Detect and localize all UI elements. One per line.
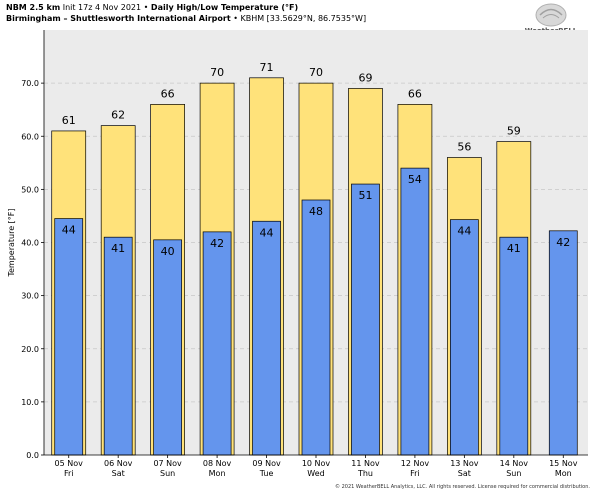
x-tick-date: 15 Nov (549, 459, 578, 468)
low-temp-bar (351, 183, 380, 456)
x-tick-day: Sat (458, 469, 471, 478)
low-temp-label: 44 (62, 224, 76, 237)
x-tick-date: 13 Nov (450, 459, 479, 468)
high-temp-label: 66 (408, 87, 422, 100)
high-temp-label: 62 (111, 109, 125, 122)
x-tick-day: Wed (307, 469, 324, 478)
y-tick-label: 60.0 (21, 132, 39, 141)
x-tick-day: Thu (357, 469, 373, 478)
x-tick-day: Fri (410, 469, 420, 478)
x-tick-date: 14 Nov (500, 459, 529, 468)
y-tick-label: 30.0 (21, 292, 39, 301)
low-temp-bar (499, 236, 529, 456)
y-tick-label: 70.0 (21, 79, 39, 88)
low-temp-bar (103, 236, 133, 456)
x-tick-date: 09 Nov (252, 459, 281, 468)
low-temp-bar (153, 239, 182, 456)
axes: 0.010.020.030.040.050.060.070.005 NovFri… (21, 30, 588, 478)
x-tick-date: 08 Nov (203, 459, 232, 468)
product-title: Daily High/Low Temperature (°F) (150, 3, 299, 12)
high-temp-label: 56 (457, 141, 471, 154)
init-time: Init 17z 4 Nov 2021 (62, 3, 142, 12)
low-temp-label: 40 (161, 245, 175, 258)
y-tick-label: 10.0 (21, 398, 39, 407)
low-temp-label: 54 (408, 173, 422, 186)
high-temp-label: 69 (358, 71, 372, 84)
chart-header-line2: Birmingham – Shuttlesworth International… (6, 14, 366, 23)
x-tick-date: 11 Nov (351, 459, 380, 468)
chart-header-line1: NBM 2.5 km Init 17z 4 Nov 2021 • Daily H… (6, 3, 298, 12)
low-temp-label: 41 (507, 242, 521, 255)
high-temp-label: 71 (260, 61, 274, 74)
x-tick-day: Fri (64, 469, 74, 478)
high-temp-label: 61 (62, 114, 76, 127)
low-temp-label: 51 (358, 189, 372, 202)
model-name: NBM 2.5 km (6, 3, 61, 12)
low-temp-label: 42 (556, 236, 570, 249)
y-tick-label: 50.0 (21, 185, 39, 194)
bars (51, 77, 578, 456)
low-temp-label: 44 (457, 225, 471, 238)
low-temp-bar (548, 230, 578, 456)
x-tick-date: 07 Nov (153, 459, 182, 468)
copyright-notice: © 2021 WeatherBELL Analytics, LLC. All r… (335, 484, 590, 490)
x-tick-date: 06 Nov (104, 459, 133, 468)
low-temp-bar (252, 220, 281, 456)
low-temp-label: 48 (309, 205, 323, 218)
low-temp-label: 41 (111, 242, 125, 255)
high-temp-label: 70 (309, 66, 323, 79)
high-temp-label: 70 (210, 66, 224, 79)
y-tick-label: 40.0 (21, 239, 39, 248)
x-tick-day: Sat (112, 469, 125, 478)
x-tick-day: Mon (555, 469, 572, 478)
low-temp-bar (450, 219, 479, 456)
x-tick-date: 12 Nov (401, 459, 430, 468)
station-separator: • (233, 14, 238, 23)
bar-labels: 61 44 62 41 66 40 70 42 71 44 70 48 69 51 66 54 56 44 59 41… (62, 61, 571, 258)
x-tick-date: 10 Nov (302, 459, 331, 468)
header-separator: • (143, 3, 149, 12)
x-tick-day: Sun (160, 469, 175, 478)
station-code: KBHM [33.5629°N, 86.7535°W] (240, 14, 367, 23)
high-temp-label: 66 (161, 87, 175, 100)
x-tick-day: Mon (209, 469, 226, 478)
low-temp-bar (400, 167, 430, 456)
low-temp-bar (54, 218, 84, 456)
low-temp-bar (301, 199, 331, 456)
x-tick-day: Sun (506, 469, 521, 478)
y-tick-label: 0.0 (26, 451, 39, 460)
y-tick-label: 20.0 (21, 345, 39, 354)
low-temp-label: 44 (260, 226, 274, 239)
y-axis-label: Temperature [°F] (7, 208, 16, 277)
x-tick-date: 05 Nov (55, 459, 84, 468)
high-temp-label: 59 (507, 125, 521, 138)
low-temp-bar (202, 231, 232, 456)
station-name: Birmingham – Shuttlesworth International… (6, 14, 231, 23)
x-tick-day: Tue (259, 469, 274, 478)
low-temp-label: 42 (210, 237, 224, 250)
